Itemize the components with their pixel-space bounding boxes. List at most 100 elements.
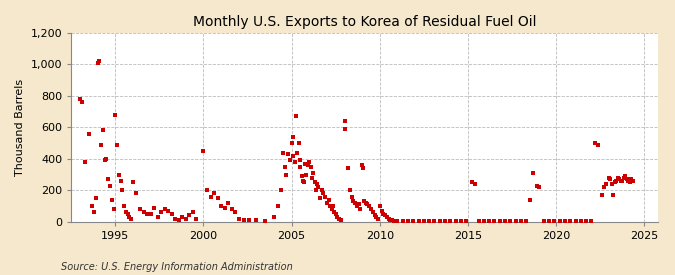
Point <box>332 215 343 219</box>
Point <box>316 188 327 192</box>
Point <box>180 216 191 221</box>
Point <box>592 142 603 147</box>
Point <box>327 207 338 211</box>
Point <box>300 161 310 166</box>
Point <box>369 213 380 218</box>
Point <box>576 219 587 223</box>
Point <box>327 204 338 208</box>
Point <box>589 141 600 145</box>
Point <box>521 219 532 223</box>
Point <box>131 191 142 196</box>
Title: Monthly U.S. Exports to Korea of Residual Fuel Oil: Monthly U.S. Exports to Korea of Residua… <box>193 15 537 29</box>
Point <box>346 194 357 199</box>
Point <box>413 219 424 223</box>
Point <box>191 216 202 221</box>
Point <box>75 97 86 101</box>
Point <box>288 153 299 158</box>
Point <box>309 180 320 185</box>
Point <box>120 210 131 214</box>
Point <box>371 215 381 219</box>
Point <box>272 204 283 208</box>
Point <box>294 141 304 145</box>
Point <box>298 179 308 183</box>
Point <box>360 201 371 205</box>
Point <box>516 219 526 223</box>
Point <box>300 172 311 177</box>
Point <box>343 166 354 170</box>
Point <box>435 219 446 223</box>
Point <box>402 219 413 223</box>
Point <box>318 191 329 196</box>
Point <box>543 219 554 223</box>
Point <box>489 219 500 223</box>
Point <box>375 204 385 208</box>
Point <box>275 188 286 192</box>
Point <box>390 219 401 223</box>
Point <box>398 219 408 223</box>
Point <box>298 180 309 185</box>
Point <box>378 212 389 216</box>
Point <box>383 216 394 221</box>
Point <box>623 179 634 183</box>
Point <box>387 218 398 222</box>
Point <box>128 180 138 185</box>
Point <box>202 188 213 192</box>
Point <box>376 208 387 213</box>
Point <box>239 218 250 222</box>
Point <box>364 204 375 208</box>
Point <box>119 204 130 208</box>
Point <box>156 210 167 214</box>
Point <box>260 219 271 223</box>
Point <box>212 196 223 200</box>
Point <box>205 194 216 199</box>
Point <box>626 177 637 182</box>
Point <box>279 164 290 169</box>
Point <box>223 201 234 205</box>
Point <box>113 172 124 177</box>
Point <box>88 210 99 214</box>
Point <box>554 219 565 223</box>
Point <box>621 177 632 182</box>
Point <box>614 177 624 182</box>
Point <box>115 179 126 183</box>
Point <box>188 210 198 214</box>
Point <box>284 158 295 163</box>
Point <box>533 185 544 189</box>
Point <box>330 212 341 216</box>
Point <box>392 219 403 223</box>
Point <box>117 188 128 192</box>
Point <box>408 219 418 223</box>
Point <box>362 202 373 207</box>
Point <box>350 201 360 205</box>
Point <box>528 171 539 175</box>
Point <box>494 219 505 223</box>
Point <box>134 207 145 211</box>
Point <box>605 177 616 182</box>
Point <box>429 219 440 223</box>
Point <box>219 205 230 210</box>
Point <box>294 158 305 163</box>
Point <box>159 207 170 211</box>
Point <box>339 119 350 123</box>
Point <box>380 213 391 218</box>
Point <box>111 142 122 147</box>
Point <box>618 175 629 180</box>
Point <box>166 212 177 216</box>
Point <box>110 112 121 117</box>
Point <box>142 212 153 216</box>
Point <box>366 207 377 211</box>
Point <box>500 219 510 223</box>
Point <box>290 160 300 164</box>
Point <box>251 218 262 222</box>
Point <box>312 182 323 186</box>
Point <box>277 150 288 155</box>
Point <box>163 208 173 213</box>
Point <box>90 196 101 200</box>
Point <box>99 158 110 163</box>
Point <box>340 127 351 131</box>
Point <box>607 182 618 186</box>
Point <box>470 182 481 186</box>
Point <box>539 219 549 223</box>
Point <box>610 180 620 185</box>
Point <box>531 183 542 188</box>
